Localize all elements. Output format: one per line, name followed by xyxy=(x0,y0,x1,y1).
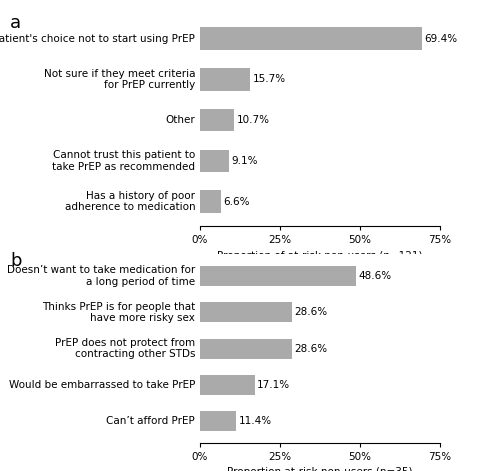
Bar xyxy=(200,266,356,286)
Text: 69.4%: 69.4% xyxy=(424,33,458,44)
Bar xyxy=(200,109,234,131)
Text: 28.6%: 28.6% xyxy=(294,343,327,354)
Bar xyxy=(200,190,221,213)
Text: 28.6%: 28.6% xyxy=(294,307,327,317)
Bar xyxy=(200,375,254,395)
Bar xyxy=(200,27,422,50)
Text: b: b xyxy=(0,470,1,471)
Text: a: a xyxy=(0,470,1,471)
Bar xyxy=(200,68,250,90)
Text: b: b xyxy=(10,252,22,270)
Bar xyxy=(200,302,292,322)
Bar xyxy=(200,150,229,172)
X-axis label: Proportion at-risk non-users (n=35): Proportion at-risk non-users (n=35) xyxy=(227,467,413,471)
Text: 6.6%: 6.6% xyxy=(224,196,250,207)
Text: 10.7%: 10.7% xyxy=(237,115,270,125)
Text: 11.4%: 11.4% xyxy=(239,416,272,426)
Text: 48.6%: 48.6% xyxy=(358,271,391,281)
Text: 15.7%: 15.7% xyxy=(253,74,286,84)
Bar xyxy=(200,339,292,358)
X-axis label: Proportion of at-risk non-users (n=121): Proportion of at-risk non-users (n=121) xyxy=(217,251,423,260)
Text: a: a xyxy=(10,14,21,32)
Text: 17.1%: 17.1% xyxy=(258,380,290,390)
Bar xyxy=(200,411,236,431)
Text: 9.1%: 9.1% xyxy=(232,156,258,166)
